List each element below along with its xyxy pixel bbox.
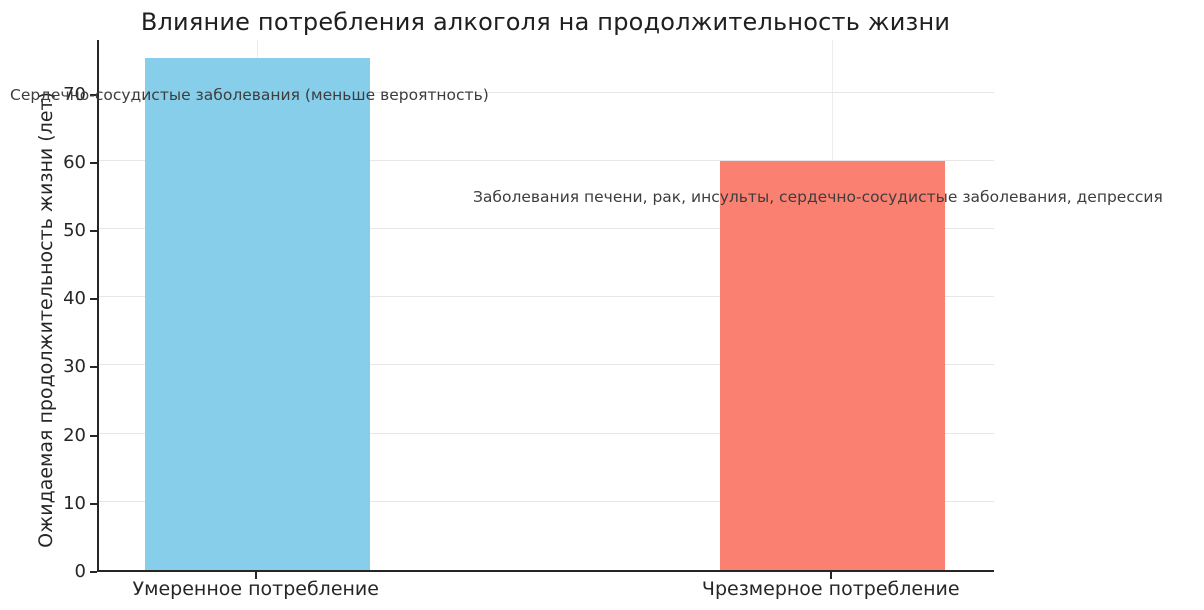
annotation-1: Сердечно-сосудистые заболевания (меньше … — [10, 86, 489, 104]
x-axis-tick-label: Чрезмерное потребление — [701, 578, 960, 600]
y-axis-tick-mark — [90, 434, 97, 437]
x-axis-tick-label: Умеренное потребление — [132, 578, 379, 600]
plot-area — [97, 40, 994, 572]
y-axis-tick-mark — [90, 93, 97, 96]
y-axis-tick-label: 10 — [63, 492, 86, 514]
y-axis-tick-label: 70 — [63, 83, 86, 105]
y-axis-tick-label: 20 — [63, 424, 86, 446]
bar-moderate-consumption — [145, 58, 371, 570]
gridline-horizontal — [99, 91, 994, 93]
y-axis-tick-label: 30 — [63, 356, 86, 378]
y-axis-tick-mark — [90, 229, 97, 232]
gridline-horizontal — [99, 364, 994, 366]
bar-excessive-consumption — [720, 160, 946, 570]
chart-title: Влияние потребления алкоголя на продолжи… — [140, 8, 951, 36]
y-axis-tick-label: 40 — [63, 288, 86, 310]
gridline-horizontal — [99, 432, 994, 434]
gridline-horizontal — [99, 500, 994, 502]
x-axis-tick-mark — [254, 572, 257, 579]
gridline-horizontal — [99, 227, 994, 229]
x-axis-tick-mark — [829, 572, 832, 579]
gridline-horizontal — [99, 296, 994, 298]
y-axis-tick-mark — [90, 502, 97, 505]
annotation-2: Заболевания печени, рак, инсульты, серде… — [473, 188, 1163, 206]
y-axis-tick-label: 60 — [63, 151, 86, 173]
gridline-horizontal — [99, 159, 994, 161]
y-axis-tick-mark — [90, 298, 97, 301]
y-axis-tick-mark — [90, 571, 97, 573]
y-axis-tick-mark — [90, 366, 97, 369]
y-axis-tick-mark — [90, 161, 97, 164]
y-axis-tick-label: 50 — [63, 219, 86, 241]
y-axis-tick-label: 0 — [74, 561, 86, 582]
